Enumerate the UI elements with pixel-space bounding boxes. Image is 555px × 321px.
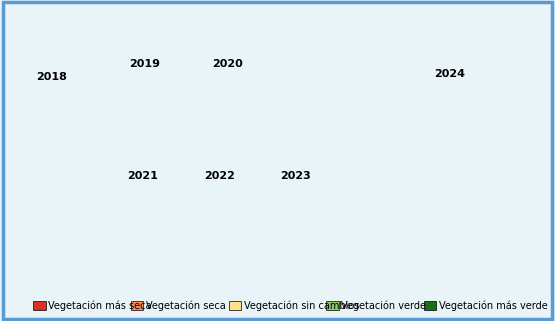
Text: del 01 al 16 de Enero: del 01 al 16 de Enero xyxy=(206,46,349,59)
Text: Vegetación más verde: Vegetación más verde xyxy=(439,300,548,311)
Text: 2018: 2018 xyxy=(36,72,67,82)
Text: Vegetación verde: Vegetación verde xyxy=(341,300,426,311)
Text: 2020: 2020 xyxy=(212,59,243,69)
Text: Vegetación seca: Vegetación seca xyxy=(146,300,226,311)
Text: Vegetación más seca: Vegetación más seca xyxy=(48,300,152,311)
Text: Anomalía del Índice Verde: Anomalía del Índice Verde xyxy=(145,14,410,32)
Text: Serie Temporal 2018 - 2024: Serie Temporal 2018 - 2024 xyxy=(205,75,350,85)
Text: 2024: 2024 xyxy=(434,69,465,79)
Text: 2021: 2021 xyxy=(128,171,158,181)
Text: 2022: 2022 xyxy=(204,171,235,181)
Text: 2023: 2023 xyxy=(280,171,311,181)
Text: Vegetación sin cambios: Vegetación sin cambios xyxy=(244,300,359,311)
Text: 2019: 2019 xyxy=(129,59,160,69)
